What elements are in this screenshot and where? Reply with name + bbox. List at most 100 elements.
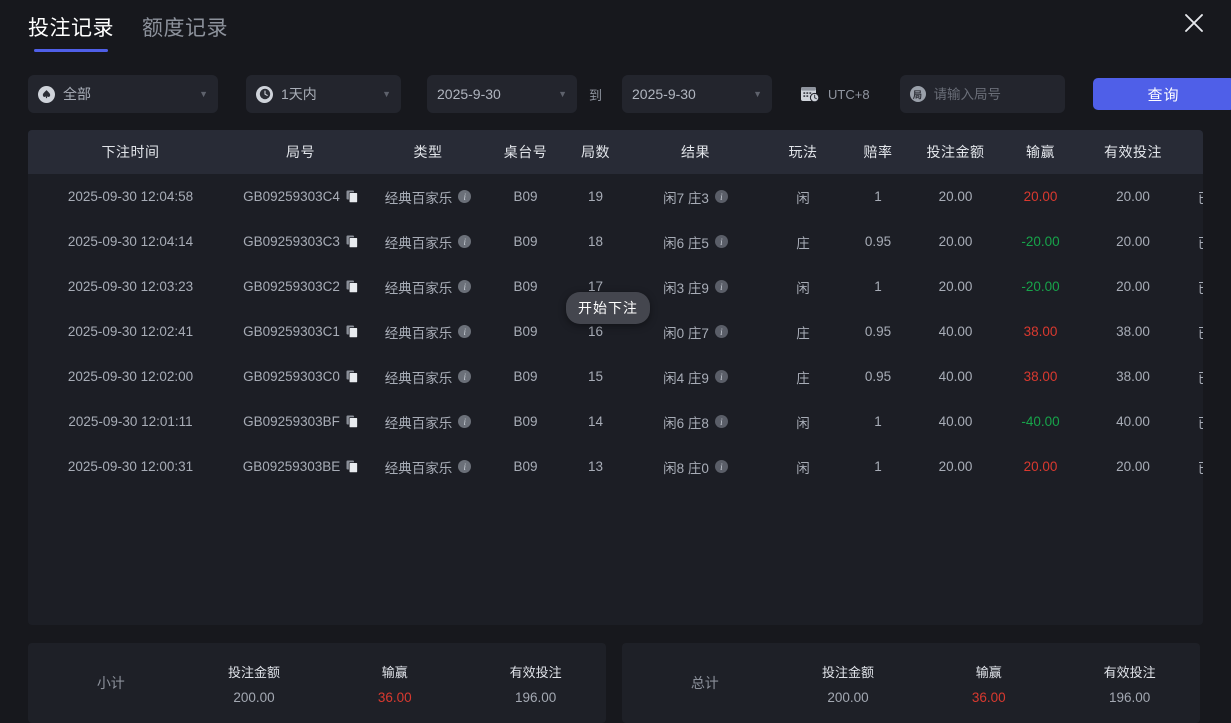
round-search-input[interactable] xyxy=(933,86,1055,102)
info-icon[interactable]: i xyxy=(714,280,728,293)
info-icon[interactable]: i xyxy=(714,370,728,383)
query-button[interactable]: 查询 xyxy=(1092,78,1231,110)
col-bet-amount: 投注金额 xyxy=(926,144,985,160)
total-value-2: 196.00 xyxy=(1108,689,1151,705)
cell-odds: 1 xyxy=(874,279,882,294)
copy-icon xyxy=(346,280,358,293)
round-search-box[interactable]: 局 xyxy=(899,75,1065,113)
table-row[interactable]: 2025-09-30 12:02:41 GB09259303C1 经典百家乐 i B09… xyxy=(28,309,1203,354)
subtotal-value-1: 36.00 xyxy=(377,689,412,705)
cell-game-type: 经典百家乐 i xyxy=(368,444,488,489)
cell-bet-amount: 20.00 xyxy=(938,279,973,294)
table-row[interactable]: 2025-09-30 12:04:58 GB09259303C4 经典百家乐 i B09… xyxy=(28,174,1203,219)
info-icon[interactable]: i xyxy=(714,190,728,203)
cell-game-count: 19 xyxy=(587,189,604,204)
info-icon[interactable]: i xyxy=(714,460,728,473)
cell-round-no[interactable]: GB09259303C1 xyxy=(233,309,368,354)
cell-valid-bet: 20.00 xyxy=(1116,189,1150,204)
cell-odds: 1 xyxy=(874,414,882,429)
cell-bet-amount: 40.00 xyxy=(938,414,973,429)
subtotal-item: 输赢 36.00 xyxy=(324,662,465,705)
timezone-display: UTC+8 xyxy=(800,85,870,103)
info-icon[interactable]: i xyxy=(714,415,728,428)
subtotal-card: 小计 投注金额 200.00 输赢 36.00 有效投注 196.00 xyxy=(28,643,606,723)
cell-table-no: B09 xyxy=(513,189,538,204)
cell-win-loss: 20.00 xyxy=(1023,459,1058,474)
cell-play-type: 闲 xyxy=(796,190,810,206)
chevron-down-icon: ▼ xyxy=(558,89,567,99)
cell-bet-amount: 20.00 xyxy=(938,189,973,204)
cell-result: 闲8 庄0 i xyxy=(628,444,763,489)
cell-round-no[interactable]: GB09259303C0 xyxy=(233,354,368,399)
game-type-select[interactable]: 全部 ▼ xyxy=(28,75,218,113)
cell-game-type: 经典百家乐 i xyxy=(368,354,488,399)
bet-start-tooltip: 开始下注 xyxy=(566,292,650,324)
cell-status: 已派彩 xyxy=(1183,174,1203,219)
table-row[interactable]: 2025-09-30 12:00:31 GB09259303BE 经典百家乐 i B09… xyxy=(28,444,1203,489)
summary-footer: 小计 投注金额 200.00 输赢 36.00 有效投注 196.00 总计 投注金额 20… xyxy=(28,643,1200,723)
cell-bet-amount: 40.00 xyxy=(938,369,973,384)
cell-round-no[interactable]: GB09259303C2 xyxy=(233,264,368,309)
table-row[interactable]: 2025-09-30 12:02:00 GB09259303C0 经典百家乐 i B09… xyxy=(28,354,1203,399)
round-icon: 局 xyxy=(909,86,926,102)
cell-round-no[interactable]: GB09259303C4 xyxy=(233,174,368,219)
info-icon[interactable]: i xyxy=(714,325,728,338)
table-row[interactable]: 2025-09-30 12:03:23 GB09259303C2 经典百家乐 i B09… xyxy=(28,264,1203,309)
table-row[interactable]: 2025-09-30 12:04:14 GB09259303C3 经典百家乐 i B09… xyxy=(28,219,1203,264)
cell-status: 已派彩 xyxy=(1183,264,1203,309)
cell-game-type: 经典百家乐 i xyxy=(368,174,488,219)
cell-round-no[interactable]: GB09259303BF xyxy=(233,399,368,444)
chevron-down-icon: ▼ xyxy=(382,89,391,99)
cell-play-type: 闲 xyxy=(796,415,810,431)
cell-result: 闲0 庄7 i xyxy=(628,309,763,354)
info-icon[interactable]: i xyxy=(714,235,728,248)
cell-valid-bet: 20.00 xyxy=(1116,279,1150,294)
copy-icon xyxy=(346,415,358,428)
date-to-select[interactable]: 2025-9-30 ▼ xyxy=(622,75,773,113)
date-from-select[interactable]: 2025-9-30 ▼ xyxy=(427,75,577,113)
subtotal-value-0: 200.00 xyxy=(233,689,275,705)
cell-play-type: 庄 xyxy=(796,235,810,251)
subtotal-value-2: 196.00 xyxy=(514,689,557,705)
tab-credit-records[interactable]: 额度记录 xyxy=(142,17,228,40)
game-info-icon[interactable]: i xyxy=(458,280,472,293)
cell-result: 闲3 庄9 i xyxy=(628,264,763,309)
cell-round-no[interactable]: GB09259303C3 xyxy=(233,219,368,264)
cell-bet-time: 2025-09-30 12:03:23 xyxy=(67,279,194,294)
chevron-down-icon: ▼ xyxy=(753,89,763,99)
game-info-icon[interactable]: i xyxy=(458,235,472,248)
time-range-select[interactable]: 1天内 ▼ xyxy=(246,75,401,113)
game-info-icon[interactable]: i xyxy=(458,370,472,383)
total-label-0: 投注金额 xyxy=(822,664,875,680)
cell-status: 已派彩 xyxy=(1183,309,1203,354)
cell-status: 已派彩 xyxy=(1183,354,1203,399)
game-info-icon[interactable]: i xyxy=(458,190,472,203)
cell-game-count: 14 xyxy=(587,414,604,429)
date-from-value: 2025-9-30 xyxy=(437,86,501,102)
game-info-icon[interactable]: i xyxy=(458,325,472,338)
table-row[interactable]: 2025-09-30 12:01:11 GB09259303BF 经典百家乐 i B09… xyxy=(28,399,1203,444)
cell-result: 闲6 庄8 i xyxy=(628,399,763,444)
game-info-icon[interactable]: i xyxy=(458,460,472,473)
cell-odds: 1 xyxy=(874,459,882,474)
close-icon[interactable] xyxy=(1177,6,1211,40)
cell-table-no: B09 xyxy=(513,459,538,474)
col-win-loss: 输赢 xyxy=(1026,144,1055,160)
cell-table-no: B09 xyxy=(513,279,538,294)
game-info-icon[interactable]: i xyxy=(458,415,472,428)
cell-status: 已派彩 xyxy=(1183,219,1203,264)
cell-game-type: 经典百家乐 i xyxy=(368,399,488,444)
cell-game-type: 经典百家乐 i xyxy=(368,309,488,354)
copy-icon xyxy=(346,190,358,203)
cell-valid-bet: 20.00 xyxy=(1116,459,1150,474)
tab-bet-records[interactable]: 投注记录 xyxy=(28,12,114,52)
cell-round-no[interactable]: GB09259303BE xyxy=(233,444,368,489)
total-card: 总计 投注金额 200.00 输赢 36.00 有效投注 196.00 xyxy=(622,643,1200,723)
cell-bet-time: 2025-09-30 12:02:41 xyxy=(67,324,194,339)
total-item: 投注金额 200.00 xyxy=(778,662,919,705)
col-status: 状态 xyxy=(1183,130,1203,174)
cell-result: 闲7 庄3 i xyxy=(628,174,763,219)
subtotal-label-2: 有效投注 xyxy=(509,664,562,680)
cell-valid-bet: 38.00 xyxy=(1116,324,1150,339)
